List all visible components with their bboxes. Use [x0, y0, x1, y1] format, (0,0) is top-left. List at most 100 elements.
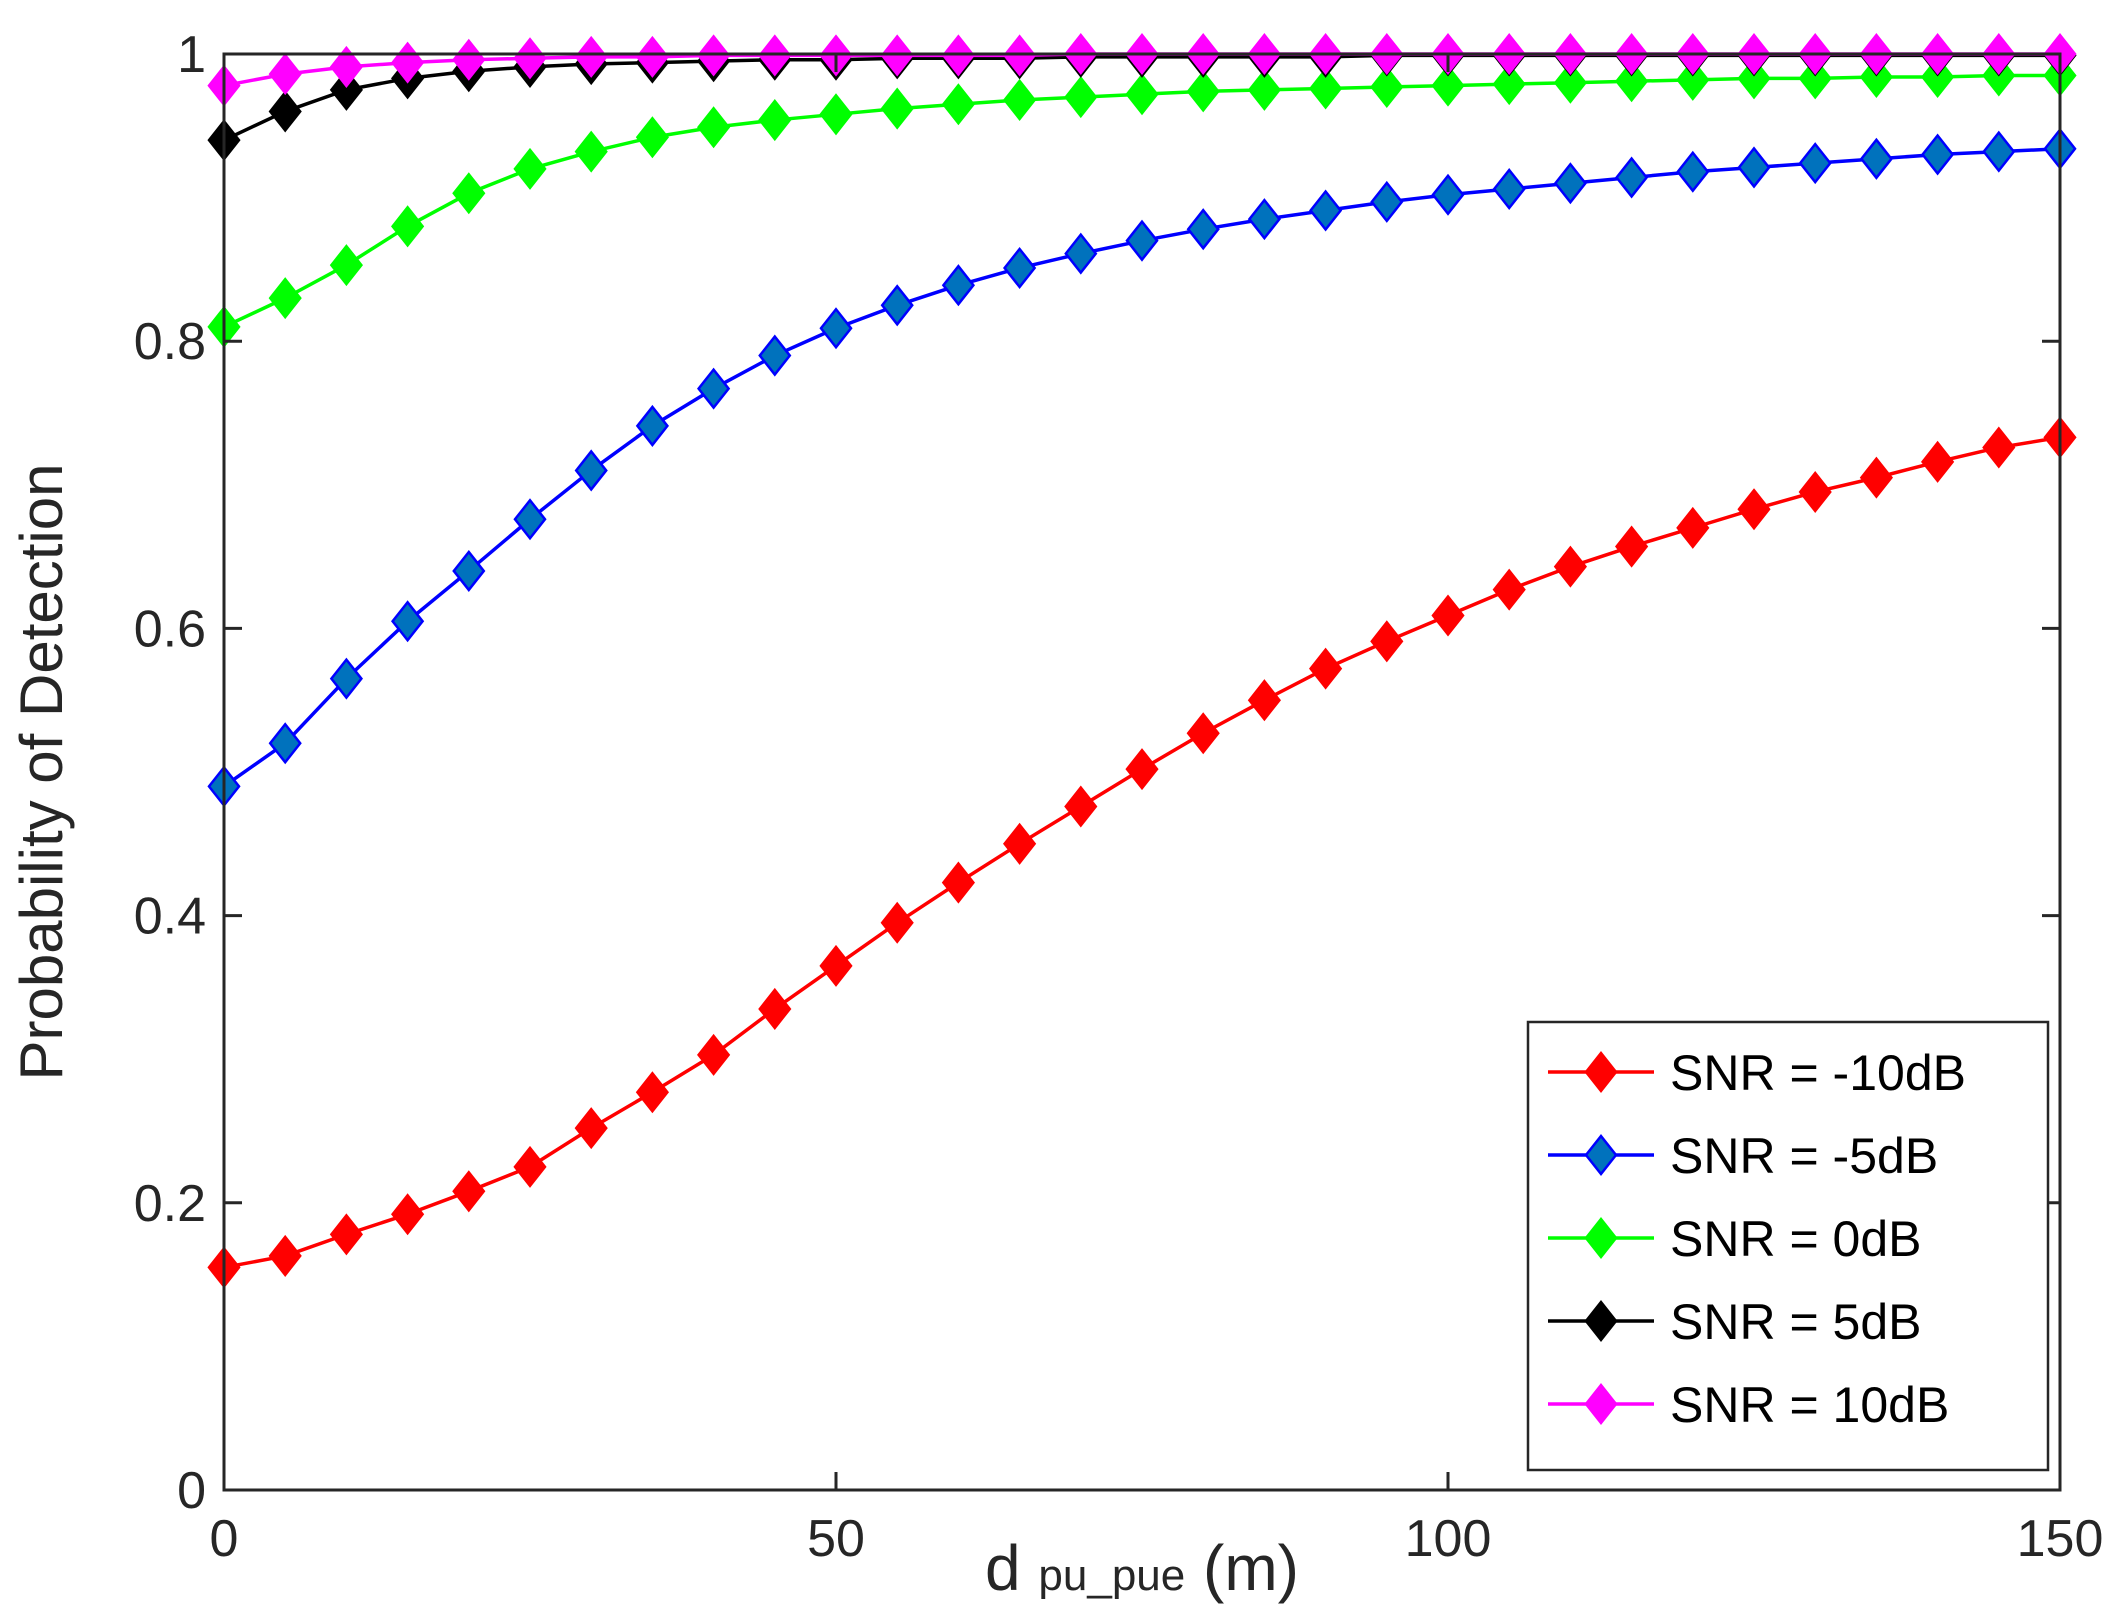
data-point [1431, 173, 1465, 216]
data-point [1370, 180, 1404, 223]
series-2 [207, 127, 2077, 808]
data-point [758, 334, 792, 377]
data-point [1003, 246, 1037, 289]
data-point [329, 68, 363, 111]
data-point [1247, 68, 1281, 111]
plot-frame [222, 52, 2062, 1492]
data-point [758, 99, 792, 142]
data-point [635, 116, 669, 159]
y-tick-label: 0.8 [134, 313, 206, 371]
data-point [697, 367, 731, 410]
data-point [329, 45, 363, 88]
data-point [1982, 426, 2016, 469]
legend-marker [1584, 1216, 1618, 1260]
x-tick-label: 50 [807, 1510, 865, 1568]
legend-entry: SNR = 10dB [1548, 1377, 1949, 1433]
data-point [391, 205, 425, 248]
data-point [329, 244, 363, 287]
y-tick-label: 0.6 [134, 600, 206, 658]
data-point [1859, 137, 1893, 180]
data-point [1982, 130, 2016, 173]
data-point [635, 404, 669, 447]
data-point [697, 1033, 731, 1076]
data-point [268, 722, 302, 765]
data-point [941, 264, 975, 307]
y-tick-label: 0.2 [134, 1175, 206, 1233]
data-point [513, 147, 547, 190]
x-axis-label-main: d [985, 1532, 1021, 1604]
data-point [1615, 525, 1649, 568]
data-point [1798, 142, 1832, 185]
data-point [1125, 219, 1159, 262]
x-tick-label: 100 [1405, 1510, 1492, 1568]
legend-label: SNR = 0dB [1670, 1211, 1922, 1267]
x-tick-label: 0 [210, 1510, 239, 1568]
data-point [1431, 64, 1465, 107]
data-point [1921, 55, 1955, 98]
data-point [1064, 785, 1098, 828]
legend-marker [1584, 1299, 1618, 1343]
series-layer [207, 32, 2077, 1289]
data-point [329, 1213, 363, 1256]
data-point [1615, 156, 1649, 199]
data-point [819, 944, 853, 987]
legend-label: SNR = 5dB [1670, 1294, 1922, 1350]
data-point [1737, 57, 1771, 100]
data-point [1615, 60, 1649, 103]
legend-label: SNR = -5dB [1670, 1128, 1938, 1184]
series-1 [207, 416, 2077, 1289]
data-point [391, 600, 425, 643]
legend-entry: SNR = 0dB [1548, 1211, 1922, 1267]
data-point [1492, 63, 1526, 106]
series-5 [207, 32, 2077, 107]
y-tick-label: 1 [177, 26, 206, 84]
ticks-layer: 0 50 100 150 0 0.2 0.4 0.6 0.8 1 [134, 26, 2104, 1568]
data-point [1676, 506, 1710, 549]
data-point [1186, 712, 1220, 755]
data-point [1859, 55, 1893, 98]
data-point [1737, 146, 1771, 189]
data-point [513, 37, 547, 80]
x-axis-label-subscript: pu_pue [1038, 1551, 1185, 1600]
data-point [880, 284, 914, 327]
data-point [819, 307, 853, 350]
x-axis-label-unit: (m) [1203, 1532, 1299, 1604]
data-point [268, 277, 302, 320]
data-point [574, 1107, 608, 1150]
series-3 [207, 54, 2077, 348]
data-point [1676, 150, 1710, 193]
data-point [268, 90, 302, 133]
data-point [574, 35, 608, 78]
legend-entry: SNR = -10dB [1548, 1045, 1966, 1101]
data-point [635, 1071, 669, 1114]
data-point [1125, 73, 1159, 116]
data-point [1125, 748, 1159, 791]
y-axis-label: Probability of Detection [8, 464, 75, 1081]
data-point [1370, 66, 1404, 109]
data-point [1553, 61, 1587, 104]
x-axis-label: d pu_pue (m) [985, 1532, 1299, 1604]
data-point [452, 172, 486, 215]
data-point [268, 1234, 302, 1277]
data-point [1492, 167, 1526, 211]
data-point [1798, 470, 1832, 513]
data-point [880, 87, 914, 130]
data-point [1003, 78, 1037, 121]
data-point [1309, 647, 1343, 690]
data-point [574, 449, 608, 492]
legend-marker [1584, 1133, 1618, 1177]
legend-label: SNR = -10dB [1670, 1045, 1966, 1101]
data-point [1309, 67, 1343, 110]
data-point [1798, 57, 1832, 100]
data-point [880, 901, 914, 944]
data-point [941, 83, 975, 126]
legend-label: SNR = 10dB [1670, 1377, 1949, 1433]
data-point [268, 53, 302, 96]
data-point [1553, 545, 1587, 588]
data-point [513, 1145, 547, 1188]
legend-entry: SNR = -5dB [1548, 1128, 1938, 1184]
data-point [574, 130, 608, 173]
data-point [1247, 679, 1281, 722]
x-tick-label: 150 [2017, 1510, 2104, 1568]
